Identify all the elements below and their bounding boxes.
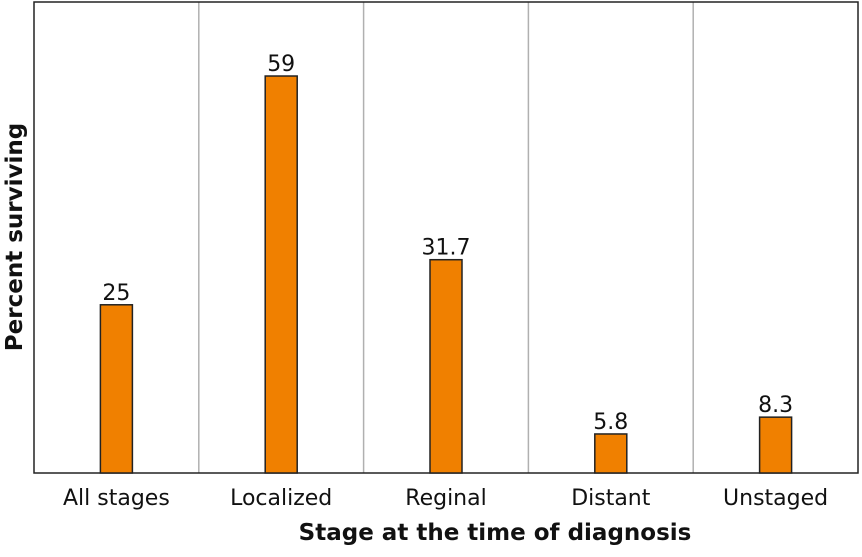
x-tick-label: Distant [571,486,651,511]
x-axis-title: Stage at the time of diagnosis [299,520,692,546]
data-label: 59 [267,52,295,77]
bar [264,75,298,474]
bar [99,304,134,474]
data-label: 5.8 [593,410,628,435]
y-axis-title: Percent surviving [2,123,28,351]
x-tick-label: Unstaged [723,486,828,511]
x-tick-label: All stages [63,486,170,511]
bar [758,416,793,474]
bar [429,258,463,474]
data-label: 31.7 [422,236,471,261]
bar [594,433,628,474]
data-label: 8.3 [758,393,793,418]
data-label: 25 [102,281,130,306]
x-tick-label: Localized [230,486,332,511]
x-tick-label: Reginal [405,486,486,511]
